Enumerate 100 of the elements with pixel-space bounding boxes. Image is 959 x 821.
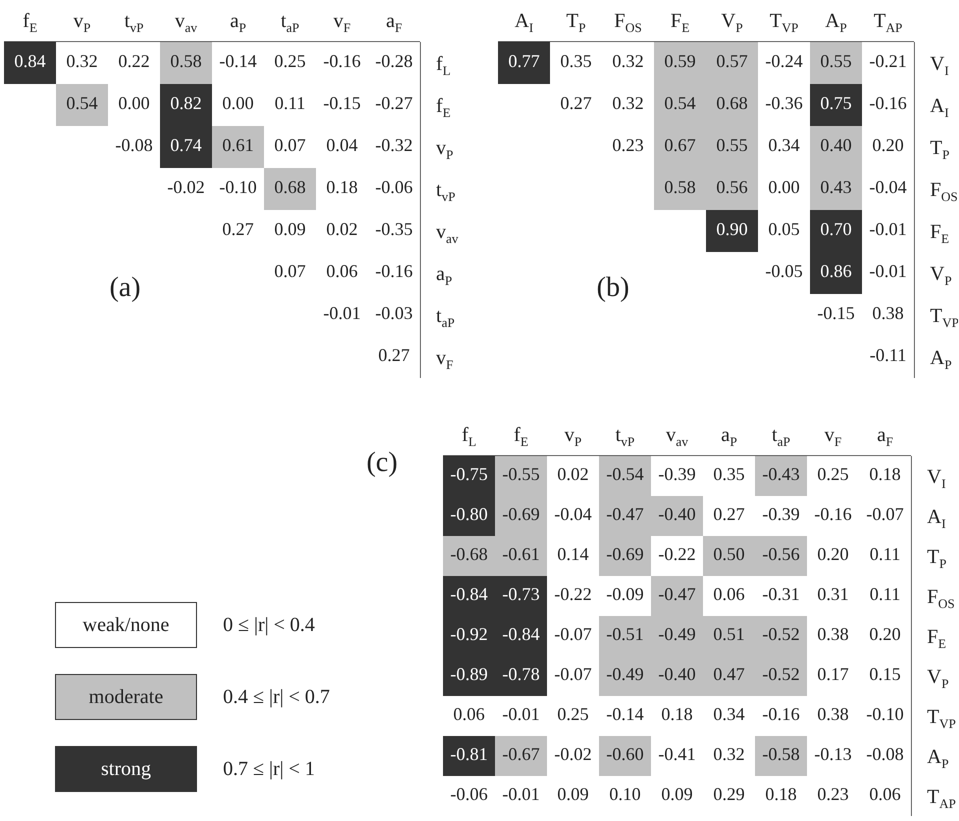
x-tick-label: t$_{vP}$ xyxy=(615,424,635,450)
data-label: 0.29 xyxy=(713,784,745,804)
y-tick-label: V$_{P}$ xyxy=(930,262,952,288)
y-tick-label: t$_{aP}$ xyxy=(436,304,455,330)
data-label: -0.01 xyxy=(869,261,907,282)
x-tick-label: v$_{P}$ xyxy=(564,424,582,450)
data-label: 0.32 xyxy=(66,51,98,72)
data-label: -0.16 xyxy=(869,93,907,114)
data-label: -0.07 xyxy=(554,624,592,644)
data-label: 0.32 xyxy=(713,744,745,764)
data-label: -0.40 xyxy=(658,664,696,684)
y-tick-label: T$_{P}$ xyxy=(927,546,946,572)
y-tick-label: F$_{OS}$ xyxy=(930,178,958,204)
data-label: 0.68 xyxy=(716,93,748,114)
data-label: 0.25 xyxy=(817,464,849,484)
data-label: 0.02 xyxy=(557,464,589,484)
data-label: -0.09 xyxy=(606,584,644,604)
data-label: -0.06 xyxy=(450,784,488,804)
data-label: 0.55 xyxy=(716,135,748,156)
x-tick-label: A$_{I}$ xyxy=(514,10,534,36)
data-label: 0.77 xyxy=(508,51,540,72)
data-label: -0.81 xyxy=(450,744,488,764)
data-label: -0.39 xyxy=(658,464,696,484)
category-label: weak/none xyxy=(82,614,170,636)
data-label: 0.11 xyxy=(274,93,306,114)
data-label: 0.18 xyxy=(765,784,797,804)
data-label: 0.09 xyxy=(274,219,306,240)
text: 0 ≤ |r| < 0.4 xyxy=(223,614,315,636)
data-label: 0.32 xyxy=(612,93,644,114)
x-tick-label: t$_{aP}$ xyxy=(772,424,790,450)
data-label: -0.52 xyxy=(762,624,800,644)
x-tick-label: v$_{P}$ xyxy=(73,10,91,36)
data-label: 0.05 xyxy=(768,219,800,240)
data-label: 0.10 xyxy=(609,784,641,804)
y-tick-label: T$_{VP}$ xyxy=(930,304,959,330)
data-label: -0.60 xyxy=(606,744,644,764)
data-label: -0.24 xyxy=(765,51,803,72)
data-label: 0.25 xyxy=(557,704,589,724)
y-tick-label: A$_{I}$ xyxy=(930,94,949,120)
x-tick-label: F$_{E}$ xyxy=(670,10,690,36)
data-label: -0.22 xyxy=(658,544,696,564)
data-label: 0.06 xyxy=(453,704,485,724)
y-tick-label: T$_{VP}$ xyxy=(927,706,956,732)
data-label: -0.69 xyxy=(606,544,644,564)
data-label: 0.06 xyxy=(713,584,745,604)
data-label: 0.22 xyxy=(118,51,150,72)
data-label: 0.27 xyxy=(560,93,592,114)
data-label: -0.05 xyxy=(765,261,803,282)
data-label: 0.25 xyxy=(274,51,306,72)
data-label: 0.15 xyxy=(869,664,901,684)
y-tick-label: F$_{E}$ xyxy=(927,626,946,652)
y-tick-label: v$_{av}$ xyxy=(436,220,459,246)
data-label: -0.69 xyxy=(502,504,540,524)
data-label: 0.34 xyxy=(713,704,745,724)
data-label: 0.74 xyxy=(170,135,202,156)
data-label: 0.56 xyxy=(716,177,748,198)
data-label: 0.20 xyxy=(869,624,901,644)
x-tick-label: a$_{F}$ xyxy=(386,10,402,36)
data-label: -0.14 xyxy=(606,704,644,724)
x-tick-label: v$_{av}$ xyxy=(174,10,198,36)
x-tick-label: t$_{aP}$ xyxy=(280,10,300,36)
data-label: 0.50 xyxy=(713,544,745,564)
data-label: -0.73 xyxy=(502,584,540,604)
data-label: 0.06 xyxy=(869,784,901,804)
data-label: -0.40 xyxy=(658,504,696,524)
x-tick-label: f$_{L}$ xyxy=(462,424,476,450)
data-label: 0.23 xyxy=(612,135,644,156)
y-tick-label: A$_{P}$ xyxy=(927,746,949,772)
y-tick-label: V$_{P}$ xyxy=(927,666,949,692)
data-label: -0.28 xyxy=(375,51,413,72)
data-label: -0.07 xyxy=(866,504,904,524)
data-label: -0.16 xyxy=(323,51,361,72)
data-label: 0.07 xyxy=(274,261,306,282)
data-label: 0.61 xyxy=(222,135,254,156)
data-label: -0.01 xyxy=(323,303,361,324)
data-label: -0.08 xyxy=(866,744,904,764)
data-label: 0.58 xyxy=(170,51,202,72)
y-tick-label: F$_{OS}$ xyxy=(927,586,955,612)
data-label: -0.21 xyxy=(869,51,907,72)
data-label: -0.80 xyxy=(450,504,488,524)
x-tick-label: a$_{P}$ xyxy=(720,424,738,450)
x-tick-label: t$_{vP}$ xyxy=(124,10,144,36)
y-tick-label: V$_{I}$ xyxy=(927,466,946,492)
y-tick-label: a$_{P}$ xyxy=(436,262,452,288)
data-label: 0.04 xyxy=(326,135,358,156)
data-label: 0.27 xyxy=(378,345,410,366)
y-tick-label: F$_{E}$ xyxy=(930,220,950,246)
data-label: 0.32 xyxy=(612,51,644,72)
data-label: -0.49 xyxy=(658,624,696,644)
x-tick-label: f$_{E}$ xyxy=(514,424,528,450)
y-tick-label: T$_{AP}$ xyxy=(927,786,956,812)
data-label: -0.06 xyxy=(375,177,413,198)
data-label: -0.07 xyxy=(554,664,592,684)
data-label: -0.75 xyxy=(450,464,488,484)
y-tick-label: A$_{P}$ xyxy=(930,346,952,372)
data-label: -0.15 xyxy=(817,303,855,324)
data-label: 0.27 xyxy=(713,504,745,524)
y-tick-label: v$_{F}$ xyxy=(436,346,454,372)
data-label: 0.58 xyxy=(664,177,696,198)
data-label: -0.55 xyxy=(502,464,540,484)
